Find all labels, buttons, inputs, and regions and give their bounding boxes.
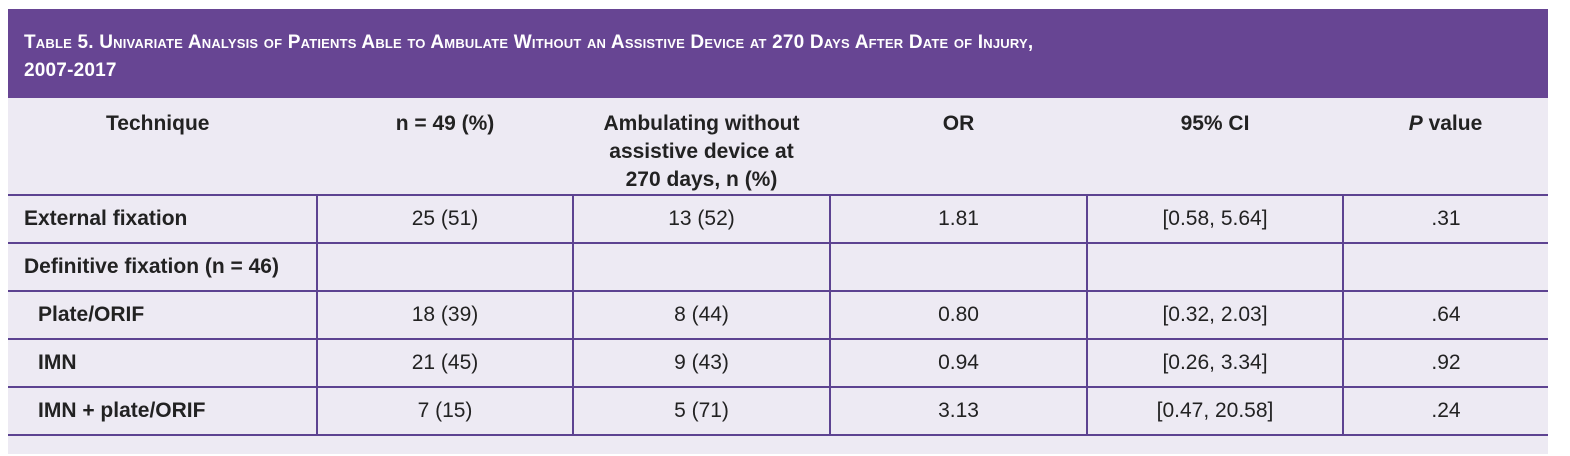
col-header-ambulating: Ambulating without assistive device at 2… [573, 98, 830, 195]
cell-n: 25 (51) [316, 194, 573, 243]
cell-or: 0.94 [829, 338, 1087, 387]
col-header-p-value: P value [1343, 98, 1548, 195]
cell-n: 18 (39) [316, 290, 573, 339]
table-container: Table 5. Univariate Analysis of Patients… [8, 9, 1548, 454]
table-row: IMN 21 (45) 9 (43) 0.94 [0.26, 3.34] .92 [8, 338, 1548, 387]
col-header-ambulating-line-2: assistive device at [609, 140, 794, 163]
table-row: Plate/ORIF 18 (39) 8 (44) 0.80 [0.32, 2.… [8, 290, 1548, 339]
cell-ci: [0.47, 20.58] [1086, 386, 1343, 436]
cell-n: 7 (15) [316, 386, 573, 436]
cell-p [1342, 242, 1548, 291]
cell-p: .64 [1342, 290, 1548, 339]
cell-technique: IMN [8, 338, 317, 387]
cell-ambulating: 13 (52) [572, 194, 830, 243]
cell-technique: Plate/ORIF [8, 290, 317, 339]
col-header-ambulating-line-3: 270 days, n (%) [625, 168, 778, 191]
col-header-or: OR [942, 112, 975, 135]
cell-technique: Definitive fixation (n = 46) [8, 242, 317, 291]
cell-ambulating: 9 (43) [572, 338, 830, 387]
cell-technique: External fixation [8, 194, 317, 243]
cell-technique: IMN + plate/ORIF [8, 386, 317, 436]
cell-ci: [0.32, 2.03] [1086, 290, 1343, 339]
cell-ambulating [572, 242, 830, 291]
cell-or: 3.13 [829, 386, 1087, 436]
table-row: IMN + plate/ORIF 7 (15) 5 (71) 3.13 [0.4… [8, 386, 1548, 436]
cell-ci [1086, 242, 1343, 291]
table-row: External fixation 25 (51) 13 (52) 1.81 [… [8, 194, 1548, 243]
table-title-line-2: 2007-2017 [24, 60, 117, 81]
cell-n [316, 242, 573, 291]
cell-ci: [0.26, 3.34] [1086, 338, 1343, 387]
header-row: Technique n = 49 (%) Ambulating without … [8, 98, 1548, 195]
col-header-ambulating-line-1: Ambulating without [603, 112, 800, 135]
cell-p: .92 [1342, 338, 1548, 387]
p-italic: P [1408, 112, 1423, 135]
univariate-analysis-table: Technique n = 49 (%) Ambulating without … [8, 98, 1548, 436]
table-row: Definitive fixation (n = 46) [8, 242, 1548, 291]
cell-ambulating: 8 (44) [572, 290, 830, 339]
cell-n: 21 (45) [316, 338, 573, 387]
table-title: Table 5. Univariate Analysis of Patients… [8, 9, 1548, 98]
cell-or [829, 242, 1087, 291]
cell-p: .24 [1342, 386, 1548, 436]
cell-or: 1.81 [829, 194, 1087, 243]
p-value-label: value [1422, 112, 1483, 135]
col-header-technique: Technique [106, 112, 210, 135]
cell-or: 0.80 [829, 290, 1087, 339]
cell-p: .31 [1342, 194, 1548, 243]
cell-ci: [0.58, 5.64] [1086, 194, 1343, 243]
cell-ambulating: 5 (71) [572, 386, 830, 436]
table-title-line-1: Table 5. Univariate Analysis of Patients… [24, 32, 1034, 53]
col-header-n: n = 49 (%) [395, 112, 495, 135]
col-header-ci: 95% CI [1180, 112, 1250, 135]
